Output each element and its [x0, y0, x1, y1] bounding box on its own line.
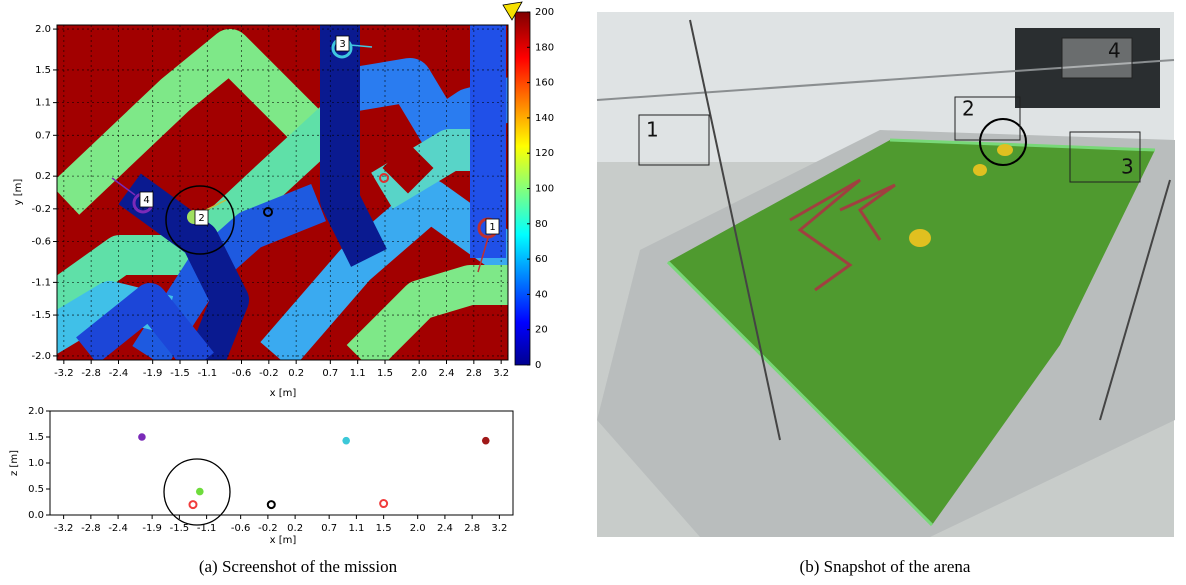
y-tick-label: 0.0	[28, 510, 44, 521]
x-tick-label: 0.2	[288, 368, 304, 379]
photo-label: 4	[1108, 39, 1121, 63]
y-tick-label: -0.6	[31, 237, 51, 248]
y-tick-label: -2.0	[31, 351, 51, 362]
robot-label: 3	[339, 39, 345, 50]
y-tick-label: 0.5	[28, 484, 44, 495]
x-tick-label: -1.1	[198, 368, 218, 379]
x-tick-label: 2.8	[464, 523, 480, 534]
colorbar-tick-label: 60	[535, 254, 548, 265]
x-tick-label: 1.5	[377, 368, 393, 379]
x-tick-label: 3.2	[493, 368, 509, 379]
x-tick-label: -1.1	[197, 523, 217, 534]
x-tick-label: 2.0	[411, 368, 427, 379]
x-tick-label: 0.7	[322, 368, 338, 379]
colorbar-tick-label: 180	[535, 42, 554, 53]
y-axis-label: z [m]	[9, 450, 20, 476]
x-tick-label: -1.9	[142, 523, 162, 534]
x-tick-label: 0.7	[321, 523, 337, 534]
x-tick-label: -1.5	[170, 523, 190, 534]
y-axis-label: y [m]	[13, 179, 24, 206]
robot-label: 4	[143, 195, 149, 206]
photo-label: 1	[646, 118, 659, 142]
x-tick-label: 3.2	[491, 523, 507, 534]
colorbar-tick-label: 0	[535, 360, 541, 371]
colorbar-tick-label: 200	[535, 7, 554, 18]
x-tick-label: -1.5	[170, 368, 190, 379]
robot-point	[342, 437, 350, 445]
y-tick-label: 1.5	[35, 65, 51, 76]
x-tick-label: -0.6	[232, 368, 252, 379]
x-tick-label: -2.4	[109, 368, 129, 379]
x-tick-label: 2.0	[410, 523, 426, 534]
arena-photo	[597, 12, 1175, 537]
colorbar-tick-label: 80	[535, 219, 548, 230]
y-tick-label: 2.0	[28, 406, 44, 417]
x-tick-label: -2.8	[81, 523, 101, 534]
x-tick-label: 1.1	[350, 368, 366, 379]
robot-label: 1	[489, 222, 495, 233]
photo-label: 3	[1121, 155, 1134, 179]
photo-label: 2	[962, 97, 975, 121]
y-tick-label: 0.2	[35, 171, 51, 182]
x-tick-label: -0.2	[259, 368, 279, 379]
y-tick-label: 0.7	[35, 130, 51, 141]
y-tick-label: -1.5	[31, 310, 51, 321]
x-tick-label: -0.2	[258, 523, 278, 534]
x-tick-label: -3.2	[54, 523, 74, 534]
colorbar-tick-label: 140	[535, 113, 554, 124]
colorbar-tick-label: 100	[535, 184, 554, 195]
y-tick-label: -1.1	[31, 277, 51, 288]
y-tick-label: -0.2	[31, 204, 51, 215]
x-tick-label: 1.1	[348, 523, 364, 534]
x-tick-label: -2.8	[81, 368, 101, 379]
caption: (a) Screenshot of the mission	[199, 557, 398, 576]
robot-label: 2	[198, 213, 204, 224]
heatmap	[57, 25, 508, 360]
x-tick-label: -2.4	[108, 523, 128, 534]
x-tick-label: -0.6	[231, 523, 251, 534]
y-tick-label: 1.1	[35, 98, 51, 109]
robot-point	[196, 488, 204, 496]
y-tick-label: 1.0	[28, 458, 44, 469]
y-tick-label: 2.0	[35, 24, 51, 35]
x-tick-label: 1.5	[376, 523, 392, 534]
colorbar-tick-label: 120	[535, 148, 554, 159]
x-tick-label: -1.9	[143, 368, 163, 379]
x-axis-label: x [m]	[270, 535, 297, 546]
x-tick-label: 2.8	[466, 368, 482, 379]
x-axis-label: x [m]	[270, 388, 297, 399]
colorbar-tick-label: 40	[535, 289, 548, 300]
colorbar-tick-label: 20	[535, 325, 548, 336]
x-tick-label: 2.4	[439, 368, 455, 379]
robot-point	[138, 433, 146, 441]
x-tick-label: 2.4	[437, 523, 453, 534]
robot-point	[482, 437, 490, 445]
x-tick-label: -3.2	[54, 368, 74, 379]
figure: 1 2 3 4 x [m] y [m] x [m] z [m] (a) Scre…	[0, 0, 1186, 585]
elevation-frame	[50, 411, 513, 515]
y-tick-label: 1.5	[28, 432, 44, 443]
x-tick-label: 0.2	[287, 523, 303, 534]
colorbar-tick-label: 160	[535, 78, 554, 89]
caption: (b) Snapshot of the arena	[800, 557, 971, 576]
